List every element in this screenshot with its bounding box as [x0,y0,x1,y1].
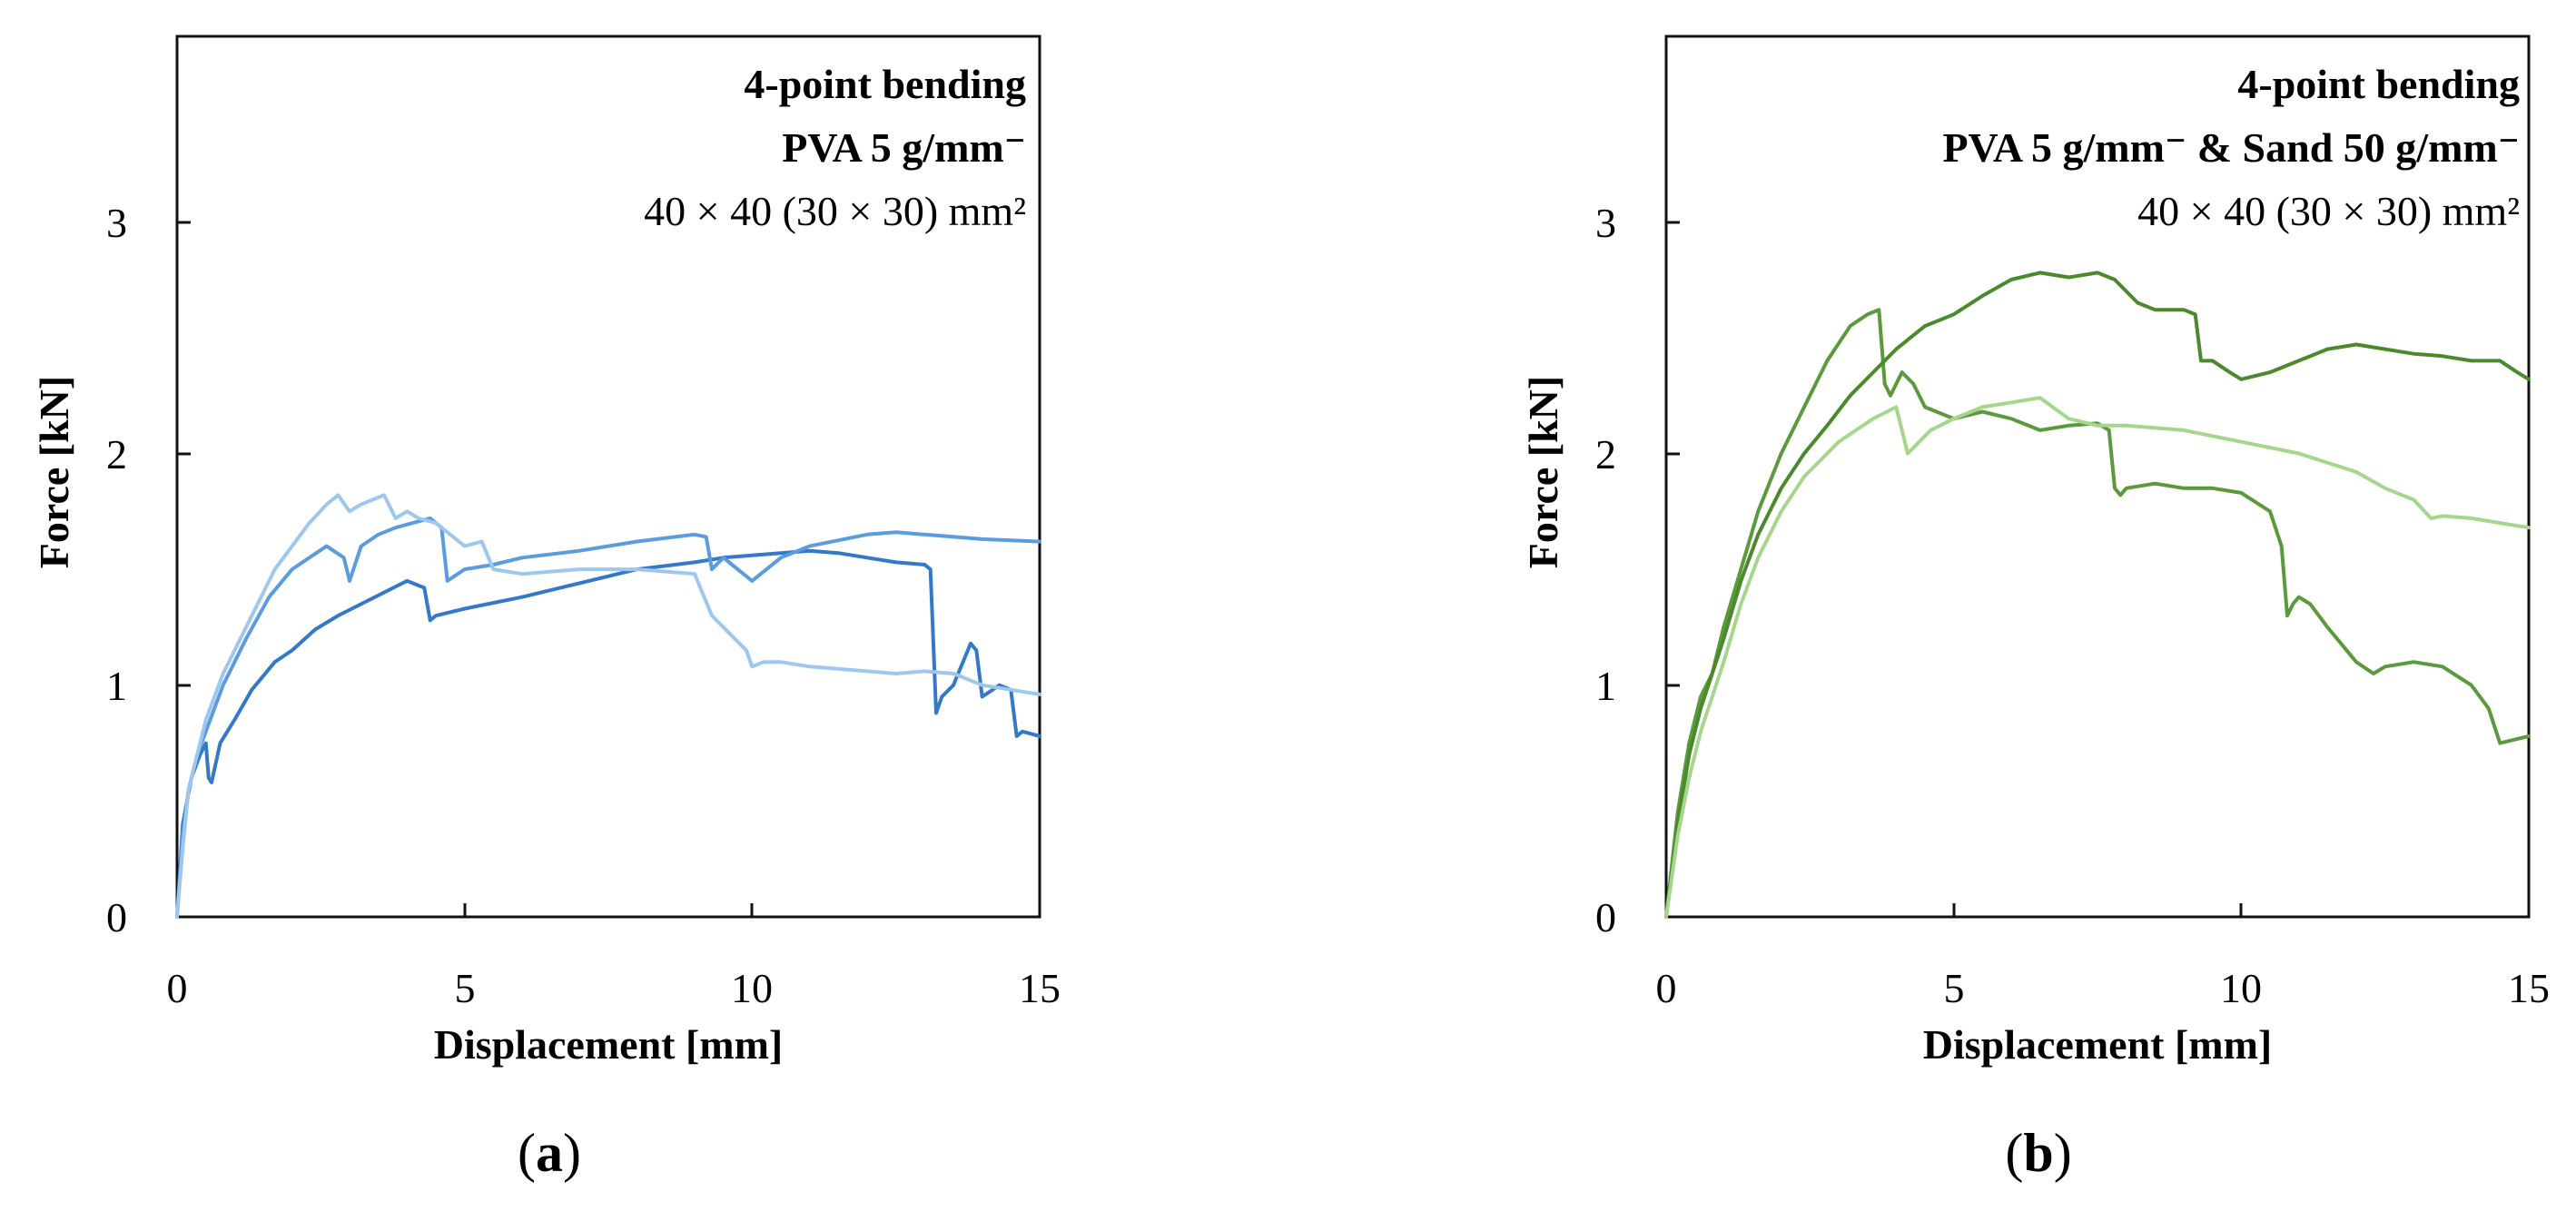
series-group-a [175,493,1041,919]
panel-label-b: (b) [2005,1123,2071,1183]
annotation-line-1-b: 4-point bending [2237,61,2520,107]
x-tick-label: 5 [455,965,476,1011]
x-tick-label: 15 [2508,965,2550,1011]
annotation-line-2-a: PVA 5 g/mm⁻ [782,124,1026,171]
y-axis-title-a: Force [kN] [31,376,77,568]
panel-label-open-b: ( [2005,1123,2023,1183]
panel-label-letter-a: a [536,1123,563,1183]
y-tick-marks-a [177,221,191,919]
x-tick-label: 15 [1019,965,1061,1011]
annotation-a: 4-point bending PVA 5 g/mm⁻ 40 × 40 (30 … [644,61,1026,234]
y-tick-marks-b [1666,221,1680,919]
y-axis-title-b: Force [kN] [1520,376,1566,568]
y-tick-label: 3 [1595,200,1616,246]
annotation-line-2-b: PVA 5 g/mm⁻ & Sand 50 g/mm⁻ [1942,124,2520,171]
plot-frame-a [175,34,1041,919]
x-tick-marks-a [175,903,1041,917]
x-tick-label: 10 [2220,965,2262,1011]
series-group-b [1664,271,2531,919]
panel-label-close-a: ) [563,1123,581,1183]
panel-label-a: (a) [518,1123,581,1183]
y-tick-label: 2 [1595,431,1616,478]
y-tick-label: 1 [1595,663,1616,709]
x-tick-label: 0 [1656,965,1677,1011]
x-tick-labels-b: 0 5 10 15 [1656,965,2551,1011]
y-tick-label: 0 [1595,894,1616,940]
annotation-line-1-a: 4-point bending [744,61,1026,107]
series-line-a-1 [175,548,1041,919]
series-line-a-3 [175,493,1041,919]
annotation-line-3-a: 40 × 40 (30 × 30) mm² [644,188,1026,234]
x-tick-labels-a: 0 5 10 15 [167,965,1061,1011]
panel-label-open-a: ( [518,1123,536,1183]
x-axis-title-b: Displacement [mm] [1923,1021,2273,1068]
y-tick-label: 2 [106,431,127,478]
annotation-line-3-b: 40 × 40 (30 × 30) mm² [2137,188,2520,234]
x-tick-label: 10 [731,965,773,1011]
y-tick-labels-a: 0 1 2 3 [106,200,127,940]
x-axis-title-a: Displacement [mm] [434,1021,784,1068]
x-tick-label: 5 [1944,965,1965,1011]
series-line-b-1 [1664,308,2531,919]
series-line-b-3 [1664,396,2531,919]
x-tick-label: 0 [167,965,188,1011]
series-line-b-2 [1664,271,2531,919]
y-tick-label: 3 [106,200,127,246]
x-tick-marks-b [1664,903,2531,917]
chart-panel-b: 0 1 2 3 0 5 10 15 Displacement [mm] Forc… [1520,34,2551,1183]
annotation-b: 4-point bending PVA 5 g/mm⁻ & Sand 50 g/… [1942,61,2520,234]
chart-panel-a: 0 1 2 3 0 5 10 15 Displacement [mm] Forc… [31,34,1061,1183]
panel-label-letter-b: b [2023,1123,2053,1183]
y-tick-label: 0 [106,894,127,940]
plot-frame-b [1664,34,2531,919]
y-tick-label: 1 [106,663,127,709]
panel-label-close-b: ) [2054,1123,2072,1183]
y-tick-labels-b: 0 1 2 3 [1595,200,1616,940]
